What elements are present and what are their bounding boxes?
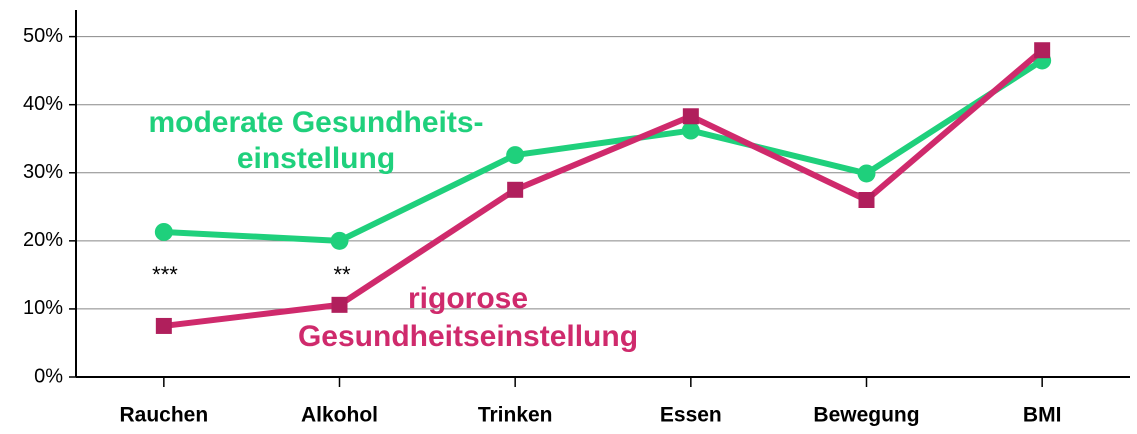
annotation: **: [333, 262, 351, 287]
series-label: Gesundheitseinstellung: [298, 320, 638, 353]
x-tick-label: Alkohol: [301, 404, 378, 427]
series-label: einstellung: [237, 142, 395, 175]
point: [1034, 42, 1051, 59]
x-tick-label: Rauchen: [119, 404, 208, 427]
point: [330, 231, 349, 250]
series-line: [163, 47, 1045, 329]
point: [506, 146, 525, 165]
y-tick-label: 10%: [23, 297, 63, 319]
y-tick-label: 50%: [23, 25, 63, 47]
annotation: ***: [152, 262, 178, 287]
point: [682, 108, 699, 125]
x-tick-label: BMI: [1023, 404, 1062, 427]
point: [857, 164, 876, 183]
y-tick-label: 40%: [23, 93, 63, 115]
point: [858, 192, 875, 208]
x-tick-label: Essen: [660, 404, 722, 427]
point: [331, 296, 348, 313]
point: [155, 317, 172, 334]
series-label: rigorose: [408, 282, 528, 315]
point: [154, 222, 173, 241]
series-label: moderate Gesundheits-: [148, 106, 483, 139]
x-tick-label: Trinken: [478, 404, 553, 427]
x-tick-label: Bewegung: [813, 404, 919, 427]
y-tick-label: 20%: [23, 229, 63, 251]
y-tick-label: 30%: [23, 161, 63, 183]
series-line: [163, 57, 1044, 244]
point: [681, 121, 700, 140]
y-tick-label: 0%: [34, 365, 63, 387]
point: [507, 181, 524, 198]
